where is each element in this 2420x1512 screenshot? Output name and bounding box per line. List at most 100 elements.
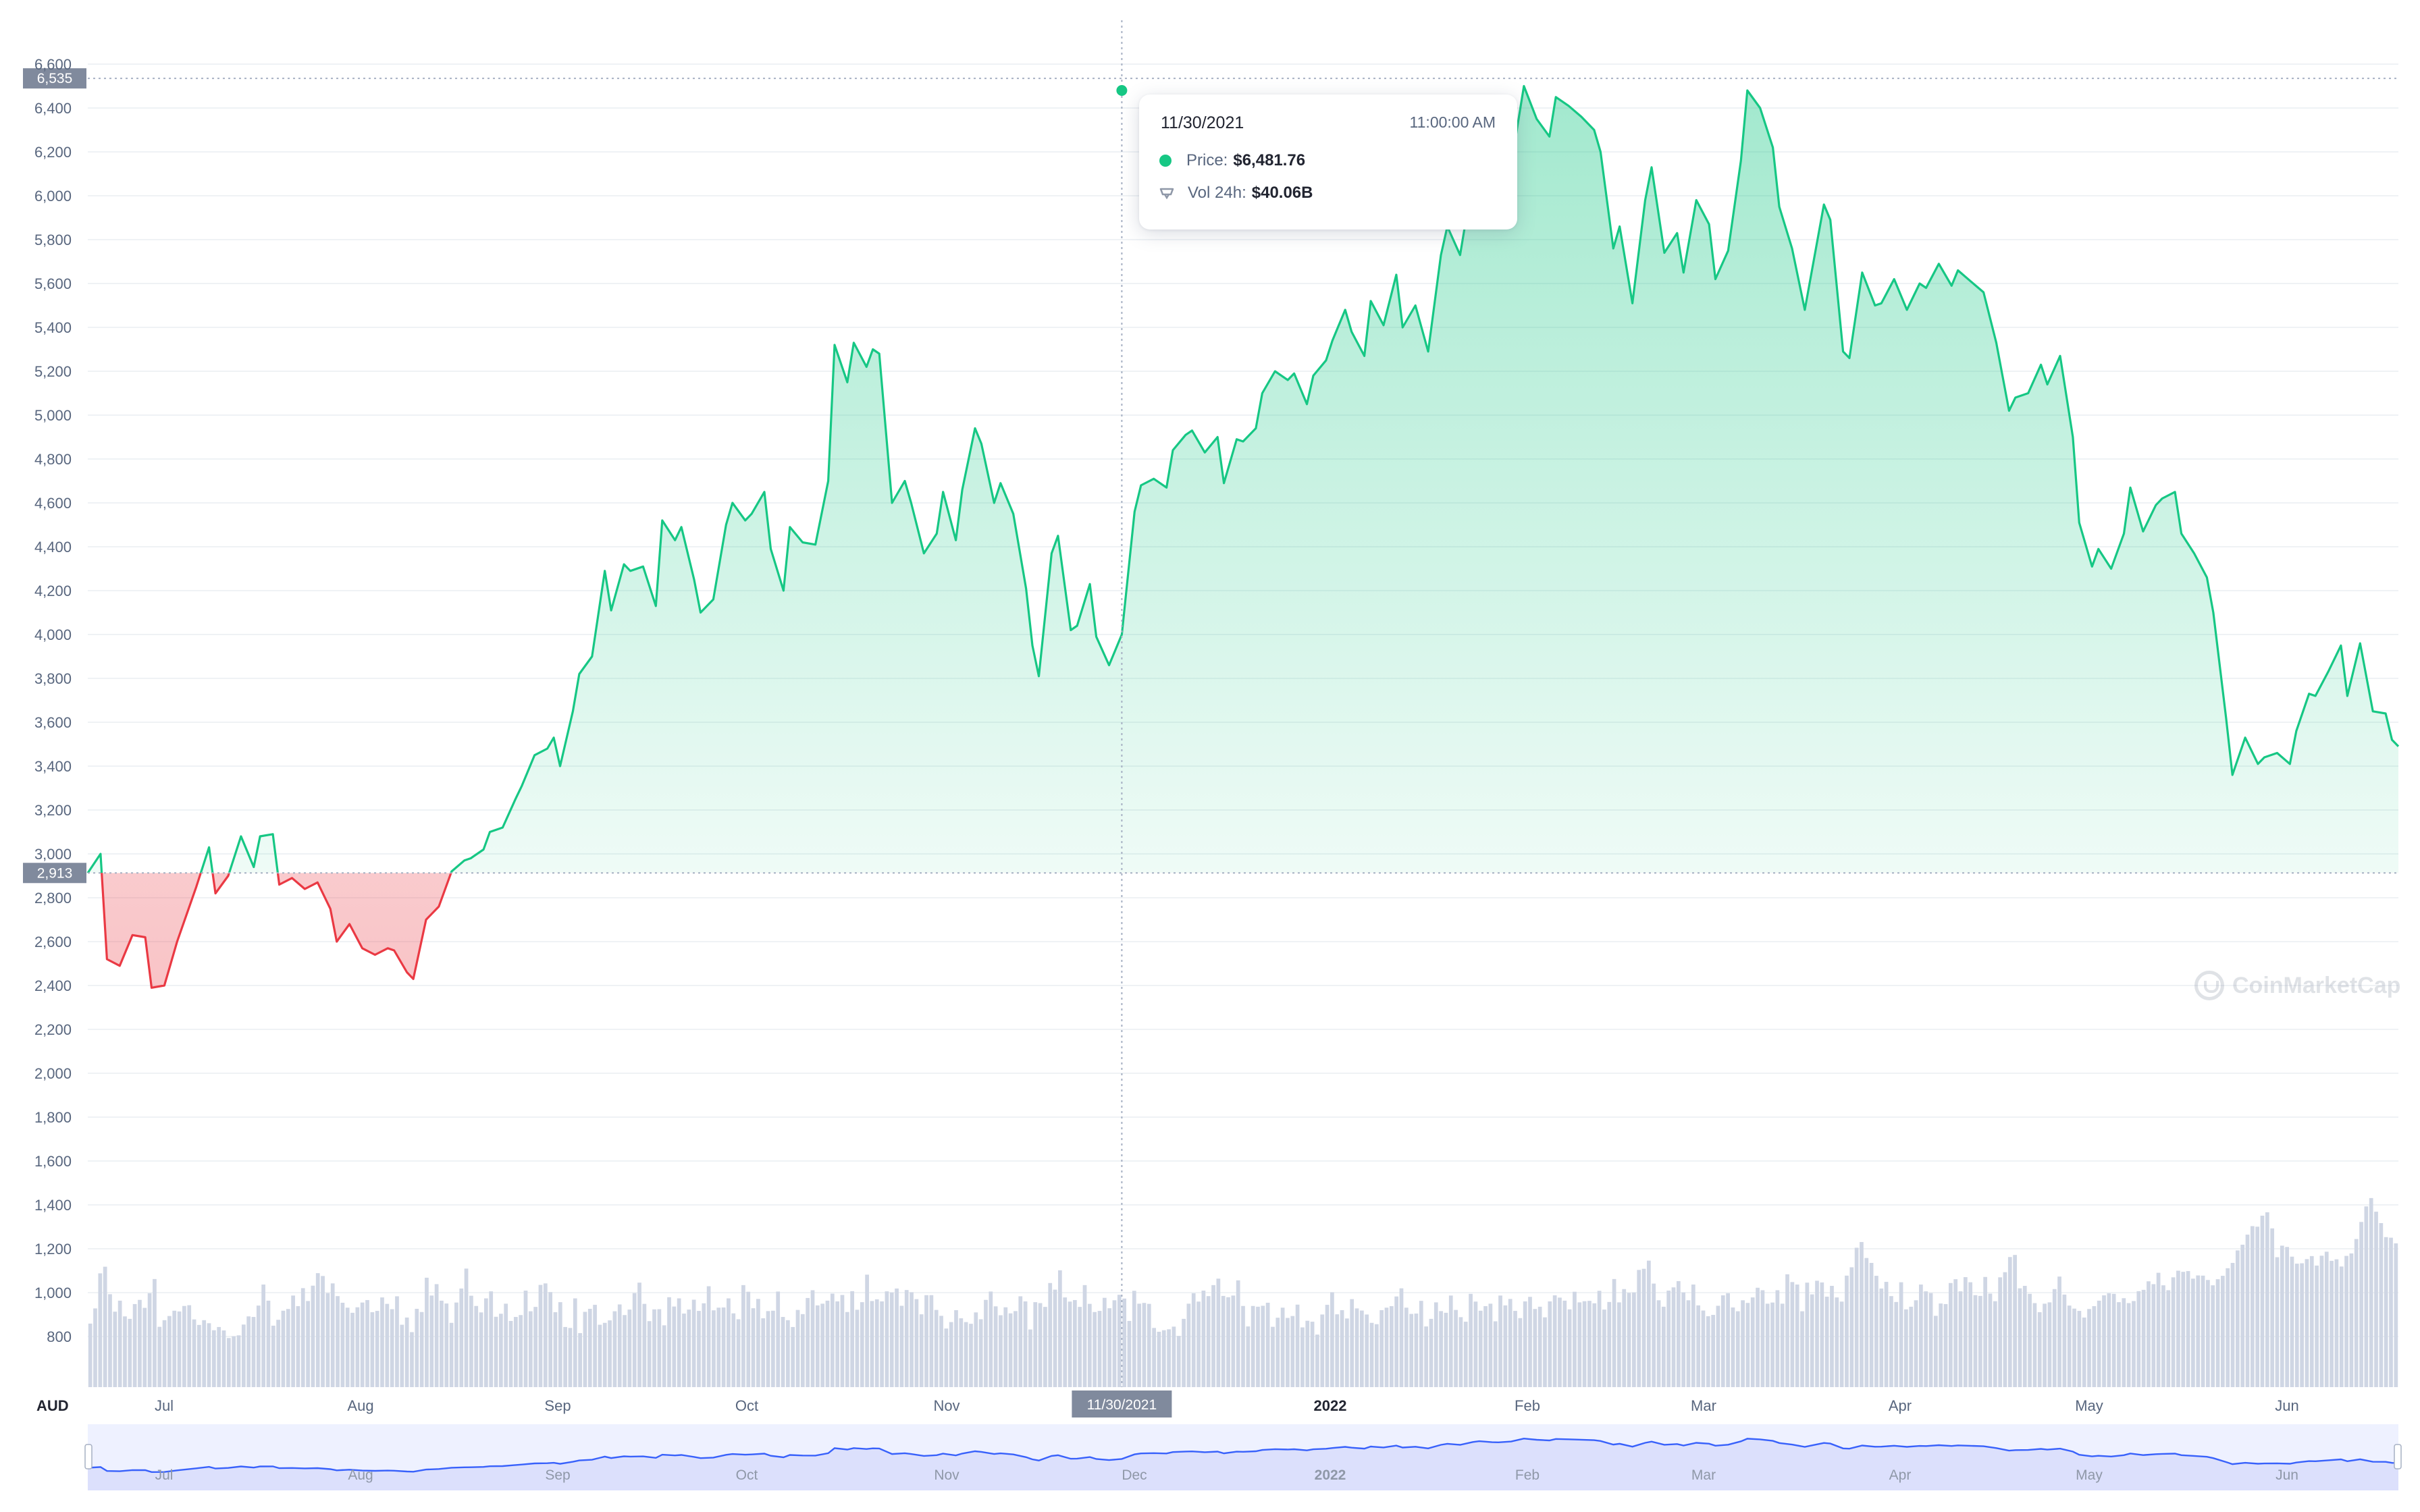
volume-bar xyxy=(1157,1331,1161,1387)
volume-bar xyxy=(1236,1280,1240,1387)
volume-bar xyxy=(1528,1297,1532,1387)
volume-bar xyxy=(2087,1309,2091,1387)
volume-bar xyxy=(1681,1292,1686,1387)
volume-bar xyxy=(687,1310,691,1387)
volume-bar xyxy=(1548,1301,1552,1387)
volume-bar xyxy=(261,1285,265,1387)
volume-bar xyxy=(667,1297,671,1387)
volume-bar xyxy=(785,1320,790,1387)
tooltip-volume-value: $40.06B xyxy=(1251,184,1313,202)
volume-bar xyxy=(1894,1301,1899,1387)
volume-bar xyxy=(1053,1289,1057,1387)
volume-bar xyxy=(2141,1289,2146,1387)
volume-bar xyxy=(914,1299,919,1387)
x-tick-label: 2022 xyxy=(1314,1397,1347,1414)
volume-bar xyxy=(2330,1260,2334,1387)
volume-bar xyxy=(1290,1316,1295,1387)
volume-bar xyxy=(1854,1247,1859,1387)
volume-bar xyxy=(2250,1226,2255,1387)
volume-bar xyxy=(1805,1282,1810,1387)
y-tick-label: 3,800 xyxy=(34,670,72,687)
volume-bar xyxy=(128,1318,132,1387)
volume-bar xyxy=(1137,1303,1141,1387)
volume-bar xyxy=(1216,1278,1221,1387)
volume-bar xyxy=(1295,1304,1300,1387)
volume-bar xyxy=(2226,1268,2230,1387)
volume-bar xyxy=(2052,1289,2057,1387)
reference-tag-label: 2,913 xyxy=(37,865,73,881)
volume-bar xyxy=(1265,1302,1270,1387)
volume-bar xyxy=(211,1330,216,1387)
volume-bar xyxy=(454,1302,458,1387)
volume-bar xyxy=(2255,1226,2260,1387)
volume-bar xyxy=(1567,1309,1572,1387)
price-line-up xyxy=(86,84,2400,873)
volume-bar xyxy=(256,1305,261,1387)
volume-bar xyxy=(2230,1262,2235,1387)
volume-bar xyxy=(375,1311,379,1387)
volume-bar xyxy=(1711,1314,1715,1387)
volume-bar xyxy=(721,1307,726,1387)
navigator-left-handle[interactable] xyxy=(84,1444,93,1469)
y-tick-label: 5,000 xyxy=(34,407,72,424)
volume-bar xyxy=(761,1318,766,1387)
volume-bar xyxy=(2344,1256,2348,1387)
range-navigator[interactable]: Jul Aug Sep Oct Nov Dec 2022 Feb Mar Apr May Jun xyxy=(84,1424,2402,1490)
volume-bar xyxy=(2186,1271,2190,1387)
volume-bar xyxy=(944,1328,949,1387)
volume-bar xyxy=(924,1295,928,1387)
volume-bar xyxy=(1280,1307,1285,1387)
tooltip-date: 11/30/2021 xyxy=(1161,113,1244,132)
volume-bar xyxy=(1483,1306,1488,1387)
y-tick-label: 3,000 xyxy=(34,846,72,863)
volume-bar xyxy=(1072,1300,1077,1387)
navigator-right-handle[interactable] xyxy=(2394,1444,2402,1469)
price-area-above xyxy=(88,86,2398,873)
y-tick-label: 6,400 xyxy=(34,100,72,117)
volume-bar xyxy=(2300,1263,2304,1387)
volume-bar xyxy=(1652,1283,1656,1387)
volume-bar xyxy=(974,1312,978,1387)
volume-bar xyxy=(1176,1336,1181,1387)
volume-bar xyxy=(1315,1334,1319,1387)
volume-bar xyxy=(1666,1290,1671,1387)
volume-bar xyxy=(874,1299,879,1387)
volume-bar xyxy=(2275,1257,2280,1387)
volume-bar xyxy=(1641,1268,1646,1387)
volume-bar xyxy=(1454,1310,1458,1387)
volume-bar xyxy=(984,1299,988,1387)
volume-bar xyxy=(523,1290,528,1387)
volume-bar xyxy=(1824,1296,1829,1387)
currency-label: AUD xyxy=(36,1397,69,1414)
volume-bar xyxy=(2309,1256,2314,1387)
volume-bar xyxy=(117,1300,122,1387)
volume-bar xyxy=(2171,1277,2176,1387)
volume-bar xyxy=(855,1310,860,1387)
y-axis-ticks: 800 1,000 1,200 1,400 1,600 1,800 2,000 2,200 2,… xyxy=(34,56,72,1345)
volume-bar xyxy=(993,1306,998,1387)
volume-bar xyxy=(370,1312,375,1387)
volume-bar xyxy=(1251,1305,1255,1387)
volume-bar xyxy=(1696,1305,1701,1387)
volume-bar xyxy=(1617,1302,1621,1387)
volume-bar xyxy=(1379,1310,1384,1387)
volume-bar xyxy=(390,1309,394,1387)
volume-bar xyxy=(1726,1293,1730,1387)
volume-bar xyxy=(1444,1312,1448,1387)
y-tick-label: 3,200 xyxy=(34,802,72,819)
volume-bar xyxy=(1928,1293,1933,1387)
volume-bar xyxy=(889,1292,894,1387)
volume-bar xyxy=(1478,1310,1483,1387)
volume-bar xyxy=(2111,1293,2116,1387)
volume-bar xyxy=(1874,1276,1878,1387)
volume-bar xyxy=(340,1302,345,1387)
volume-bar xyxy=(1627,1293,1631,1387)
volume-bar xyxy=(1186,1303,1191,1387)
volume-bar xyxy=(202,1320,207,1387)
volume-bar xyxy=(434,1284,439,1387)
volume-bar xyxy=(385,1303,390,1387)
volume-bar xyxy=(1909,1306,1914,1387)
volume-bar xyxy=(1503,1305,1508,1387)
volume-bar xyxy=(2022,1285,2027,1387)
